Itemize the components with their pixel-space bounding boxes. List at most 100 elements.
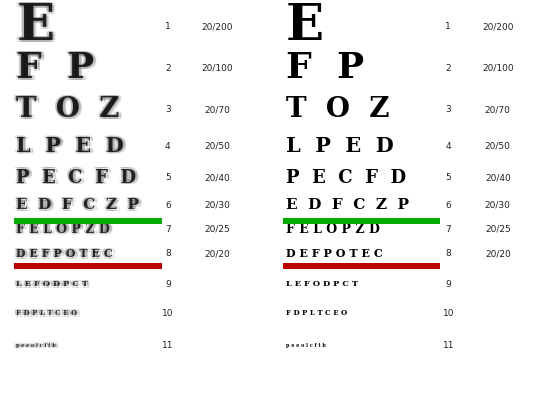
Text: F E L O P Z D: F E L O P Z D [16, 221, 111, 234]
Text: F D P L T C E O: F D P L T C E O [15, 310, 76, 319]
Text: T  O  Z: T O Z [16, 95, 120, 122]
Text: F  P: F P [19, 53, 97, 87]
Text: L E F O D P C T: L E F O D P C T [14, 280, 86, 288]
Text: F E L O P Z D: F E L O P Z D [19, 224, 113, 237]
Text: F E L O P Z D: F E L O P Z D [16, 223, 111, 236]
Text: L E F O D P C T: L E F O D P C T [16, 282, 89, 290]
Text: 9: 9 [446, 280, 451, 289]
Text: 4: 4 [165, 142, 170, 151]
Text: E  D  F  C  Z  P: E D F C Z P [14, 198, 137, 212]
Text: F E L O P Z D: F E L O P Z D [14, 223, 108, 236]
Text: P  E  C  F  D: P E C F D [16, 168, 136, 187]
Text: D E F P O T E C: D E F P O T E C [16, 249, 113, 259]
Text: E: E [15, 4, 53, 53]
Text: E  D  F  C  Z  P: E D F C Z P [15, 200, 138, 214]
Text: F E L O P Z D: F E L O P Z D [15, 224, 109, 237]
Text: L  P  E  D: L P E D [19, 137, 126, 157]
Text: 20/70: 20/70 [204, 105, 230, 115]
Text: T  O  Z: T O Z [286, 96, 389, 124]
Text: L E F O D P C T: L E F O D P C T [19, 280, 91, 288]
Text: p e e o l c f t b: p e e o l c f t b [14, 343, 54, 348]
Text: L  P  E  D: L P E D [14, 135, 122, 155]
Text: 3: 3 [446, 105, 451, 115]
Text: L  P  E  D: L P E D [16, 138, 124, 158]
Text: F  P: F P [16, 53, 95, 87]
Text: P  E  C  F  D: P E C F D [16, 167, 136, 185]
Text: L E F O D P C T: L E F O D P C T [286, 280, 358, 288]
Text: E: E [286, 2, 324, 51]
Text: L E F O D P C T: L E F O D P C T [18, 279, 90, 287]
Text: 1: 1 [165, 22, 170, 32]
Text: 20/25: 20/25 [485, 225, 510, 234]
Text: L E F O D P C T: L E F O D P C T [14, 279, 86, 287]
Text: F  P: F P [14, 51, 92, 85]
Text: L  P  E  D: L P E D [14, 136, 122, 156]
Text: 9: 9 [165, 280, 170, 289]
Text: p e e o l c f t b: p e e o l c f t b [16, 344, 56, 349]
Text: P  E  C  F  D: P E C F D [286, 168, 406, 187]
Text: p e e o l c f t b: p e e o l c f t b [19, 344, 59, 349]
Text: D E F P O T E C: D E F P O T E C [14, 247, 111, 258]
Text: F  P: F P [15, 53, 93, 87]
Text: D E F P O T E C: D E F P O T E C [18, 247, 115, 258]
Text: P  E  C  F  D: P E C F D [15, 170, 135, 188]
Text: E  D  F  C  Z  P: E D F C Z P [16, 200, 140, 214]
Text: D E F P O T E C: D E F P O T E C [14, 249, 111, 259]
Text: 20/200: 20/200 [201, 22, 233, 32]
Text: 1: 1 [446, 22, 451, 32]
Text: F D P L T C E O: F D P L T C E O [14, 308, 75, 316]
Text: L  P  E  D: L P E D [19, 136, 127, 156]
Text: L  P  E  D: L P E D [286, 136, 394, 156]
Text: F E L O P Z D: F E L O P Z D [18, 222, 112, 235]
Text: 7: 7 [165, 225, 170, 234]
Text: 20/30: 20/30 [204, 201, 230, 210]
Text: 6: 6 [165, 201, 170, 210]
Text: F D P L T C E O: F D P L T C E O [18, 308, 79, 316]
Text: 8: 8 [165, 249, 170, 259]
Text: 11: 11 [162, 341, 173, 350]
Text: 20/40: 20/40 [205, 173, 230, 182]
Text: E: E [19, 4, 57, 53]
Text: p e e o l c f t b: p e e o l c f t b [15, 344, 55, 349]
Text: F E L O P Z D: F E L O P Z D [19, 223, 113, 236]
Text: F D P L T C E O: F D P L T C E O [14, 309, 75, 317]
Text: 7: 7 [446, 225, 451, 234]
Text: L E F O D P C T: L E F O D P C T [19, 281, 91, 290]
Text: 4: 4 [446, 142, 451, 151]
Text: T  O  Z: T O Z [15, 98, 118, 125]
Text: E: E [16, 1, 54, 50]
Text: T  O  Z: T O Z [19, 96, 123, 124]
Text: 11: 11 [443, 341, 454, 350]
Text: D E F P O T E C: D E F P O T E C [16, 250, 113, 261]
Text: E  D  F  C  Z  P: E D F C Z P [16, 197, 140, 211]
Text: T  O  Z: T O Z [14, 96, 117, 124]
Text: 20/200: 20/200 [482, 22, 514, 32]
Text: L  P  E  D: L P E D [18, 135, 126, 155]
Text: F  P: F P [16, 51, 95, 85]
Text: P  E  C  F  D: P E C F D [19, 168, 139, 187]
Text: F  P: F P [19, 51, 97, 85]
Text: P  E  C  F  D: P E C F D [18, 167, 138, 186]
Text: E  D  F  C  Z  P: E D F C Z P [14, 197, 138, 211]
Text: 20/20: 20/20 [485, 249, 510, 259]
Bar [283, 218, 440, 224]
Text: E  D  F  C  Z  P: E D F C Z P [18, 197, 141, 211]
Text: E: E [14, 2, 52, 51]
Text: P  E  C  F  D: P E C F D [16, 170, 136, 188]
Text: F D P L T C E O: F D P L T C E O [19, 310, 80, 319]
Text: 20/50: 20/50 [485, 142, 511, 151]
Text: E: E [16, 2, 54, 51]
Text: D E F P O T E C: D E F P O T E C [16, 247, 113, 258]
Text: E: E [19, 2, 57, 51]
Text: D E F P O T E C: D E F P O T E C [286, 249, 383, 259]
Text: F D P L T C E O: F D P L T C E O [16, 311, 78, 319]
Text: 20/30: 20/30 [485, 201, 511, 210]
Text: T  O  Z: T O Z [19, 98, 122, 125]
Text: F D P L T C E O: F D P L T C E O [286, 309, 347, 317]
Text: p e e o l c f t b: p e e o l c f t b [16, 343, 56, 348]
Text: P  E  C  F  D: P E C F D [14, 168, 134, 187]
Bar [14, 263, 162, 269]
Text: F E L O P Z D: F E L O P Z D [16, 225, 111, 238]
Text: 20/20: 20/20 [205, 249, 230, 259]
Text: L E F O D P C T: L E F O D P C T [16, 280, 89, 288]
